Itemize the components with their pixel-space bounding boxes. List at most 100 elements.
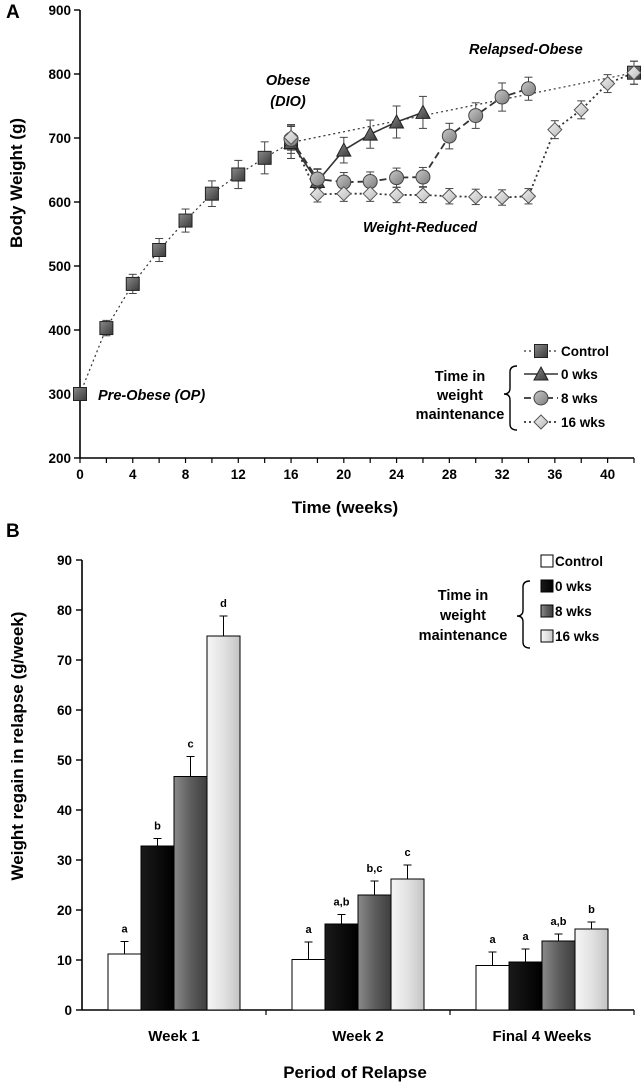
panel-b-category-label: Week 2 [332, 1028, 383, 1045]
series-0-wks-point [388, 113, 405, 129]
series-0-wks-point [415, 104, 431, 119]
series-16-wks-point [494, 189, 510, 206]
bar-control [475, 965, 510, 1011]
panel-b-y-tick-label: 70 [57, 653, 72, 668]
panel-a-x-tick-label: 12 [231, 467, 246, 482]
panel-a-x-tick-label: 4 [129, 467, 137, 482]
panel-b-xlabel: Period of Relapse [283, 1063, 427, 1082]
series-8-wks-line [290, 87, 529, 184]
panel-b-legend: Time in weight maintenance Control 0 wks 8… [419, 554, 603, 649]
legend-16-wks-label: 16 wks [561, 415, 605, 430]
bar-control-significance: a [489, 934, 496, 946]
series-16-wks-point [388, 187, 405, 203]
annotation-relapsed-obese: Relapsed-Obese [469, 42, 583, 58]
legend-0-wks-swatch [540, 579, 554, 593]
series-16-wks-point [599, 75, 616, 92]
series-16-wks-point [309, 186, 326, 203]
series-16-wks-point [547, 121, 563, 138]
panel-a-x-tick-label: 40 [600, 467, 615, 482]
panel-b-ylabel: Weight regain in relapse (g/week) [8, 612, 27, 881]
series-16-wks-point [415, 187, 431, 203]
bar-8-wks-significance: b,c [367, 863, 383, 875]
panel-a-x-tick-label: 20 [336, 467, 351, 482]
panel-b-legend-group-line-1: Time in [438, 588, 489, 604]
series-16-wks-point [573, 102, 589, 118]
series-8-wks-point [389, 170, 405, 186]
panel-b-y-tick-label: 30 [57, 853, 72, 868]
panel-a-x-tick-label: 28 [442, 467, 458, 482]
panel-a-y-tick-label: 400 [48, 323, 71, 338]
legend-control-label: Control [561, 344, 609, 359]
bar-control-significance: a [121, 924, 128, 936]
series-control-line [79, 72, 635, 395]
panel-b-category-label: Final 4 Weeks [493, 1028, 592, 1045]
bar-8-wks [173, 776, 208, 1011]
bar-8-wks [357, 894, 392, 1011]
legend-16-wks-swatch [540, 629, 554, 643]
panel-b-y-tick-label: 0 [64, 1003, 72, 1018]
panel-a-legend-brace [503, 365, 518, 431]
legend-8-wks-label: 8 wks [555, 604, 592, 619]
panel-b-legend-group-line-2: weight [439, 608, 486, 624]
bar-0-wks [508, 961, 543, 1011]
panel-b-y-tick-label: 10 [57, 953, 72, 968]
bar-16-wks-significance: c [404, 847, 410, 859]
bar-8-wks-significance: c [187, 739, 193, 751]
series-8-wks-point [415, 169, 431, 185]
series-0-wks-point [362, 126, 379, 141]
panel-a-x-tick-label: 36 [547, 467, 563, 482]
legend-0-wks-label: 0 wks [555, 579, 592, 594]
series-control-point [231, 167, 246, 182]
bar-control-significance: a [305, 924, 312, 936]
panel-a-letter: A [6, 2, 20, 23]
legend-16-wks-marker [533, 414, 549, 430]
panel-b-letter: B [6, 521, 20, 542]
series-8-wks-point [309, 171, 325, 187]
series-8-wks-point [520, 81, 536, 97]
legend-control-label: Control [555, 554, 603, 569]
panel-a-legend-group-line-3: maintenance [416, 407, 505, 423]
annotation-obese: Obese [266, 73, 310, 89]
series-16-wks-point [362, 185, 378, 202]
bar-0-wks-significance: a,b [334, 897, 350, 909]
panel-a-y-tick-label: 800 [48, 67, 71, 82]
panel-a-legend: Time in weight maintenance Control 0 wks 8… [416, 344, 609, 431]
panel-a-x-tick-label: 24 [389, 467, 405, 482]
panel-a-y-tick-label: 300 [48, 387, 71, 402]
series-16-wks-point [468, 189, 484, 205]
bar-8-wks [541, 940, 576, 1011]
series-control-point [152, 243, 167, 257]
legend-8-wks-label: 8 wks [561, 391, 598, 406]
panel-b-plot: 0 10 20 30 40 50 60 70 80 90 Week 1 a b c d Week 2 a a,b b… [57, 553, 635, 1045]
series-0-wks-line [290, 111, 424, 183]
panel-a-y-tick-label: 900 [48, 3, 71, 18]
bar-0-wks [324, 923, 359, 1011]
panel-a-x-tick-label: 0 [76, 467, 84, 482]
panel-b-y-tick-label: 40 [57, 803, 72, 818]
panel-a-y-tick-label: 600 [48, 195, 71, 210]
panel-a-xlabel: Time (weeks) [292, 498, 398, 517]
panel-a-y-tick-label: 200 [48, 451, 71, 466]
legend-8-wks-swatch [540, 604, 554, 618]
legend-control-swatch [540, 554, 554, 568]
panel-a-y-tick-label: 700 [48, 131, 71, 146]
panel-a-x-tick-label: 8 [182, 467, 190, 482]
bar-16-wks [574, 928, 609, 1011]
bar-8-wks-significance: a,b [551, 916, 567, 928]
panel-b-category-label: Week 1 [148, 1028, 199, 1045]
panel-b-y-tick-label: 60 [57, 703, 72, 718]
bar-control [291, 959, 326, 1011]
series-control-point [125, 276, 140, 291]
series-8-wks-point [494, 89, 510, 105]
panel-b-legend-brace [516, 580, 531, 649]
legend-control-marker [534, 344, 548, 358]
panel-a-x-tick-label: 32 [495, 467, 510, 482]
bar-16-wks [206, 635, 241, 1011]
series-control-point [257, 150, 272, 165]
legend-16-wks-label: 16 wks [555, 629, 599, 644]
panel-b-legend-group-line-3: maintenance [419, 628, 508, 644]
series-control-point [178, 213, 193, 228]
series-16-wks-point [626, 65, 641, 81]
legend-0-wks-label: 0 wks [561, 367, 598, 382]
